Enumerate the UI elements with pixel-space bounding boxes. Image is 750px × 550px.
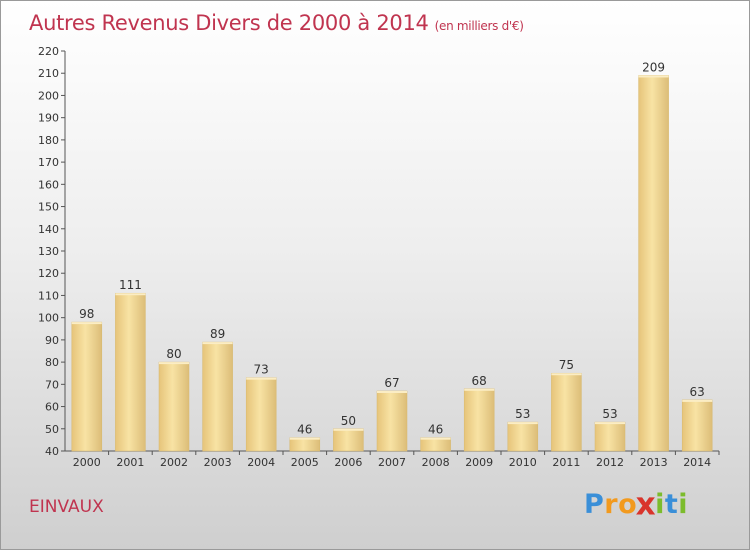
data-label-2002: 80 <box>166 347 181 361</box>
x-tick-label: 2013 <box>640 456 668 469</box>
data-label-2006: 50 <box>341 414 356 428</box>
logo-letter: i <box>678 489 689 520</box>
location-label: EINVAUX <box>29 497 104 517</box>
y-tick-label: 150 <box>38 201 59 214</box>
chart-subtitle: (en milliers d'€) <box>434 19 524 33</box>
y-tick-label: 70 <box>45 378 59 391</box>
bar-2012 <box>594 421 626 452</box>
y-tick-label: 210 <box>38 67 59 80</box>
y-tick-label: 220 <box>38 45 59 58</box>
data-label-2000: 98 <box>79 307 94 321</box>
data-label-2011: 75 <box>559 358 574 372</box>
x-tick-label: 2008 <box>422 456 450 469</box>
bar-top-highlight <box>246 377 277 380</box>
y-tick-label: 170 <box>38 156 59 169</box>
logo-letter: x <box>635 486 657 523</box>
data-label-2012: 53 <box>602 407 617 421</box>
data-labels-group: 98 111 80 89 73 46 50 67 46 68 53 75 53 209 63 <box>79 60 705 436</box>
y-tick-label: 180 <box>38 134 59 147</box>
x-tick-label: 2003 <box>204 456 232 469</box>
bar-2003 <box>202 341 233 452</box>
bar-top-highlight <box>682 399 713 402</box>
x-tick-label: 2014 <box>683 456 711 469</box>
bar-top-highlight <box>595 422 625 425</box>
x-tick-label: 2011 <box>552 456 580 469</box>
bar-top-highlight <box>377 391 407 393</box>
bar-top-highlight <box>289 437 320 440</box>
y-tick-label: 60 <box>45 401 59 414</box>
bar-top-highlight <box>551 373 582 376</box>
x-tick-label: 2004 <box>247 456 275 469</box>
bar-top-highlight <box>159 362 189 365</box>
logo-letter: t <box>664 489 679 520</box>
data-label-2003: 89 <box>210 327 225 341</box>
logo-letter: r <box>604 489 619 520</box>
bar-2007 <box>376 390 408 452</box>
x-tick-label: 2000 <box>73 456 101 469</box>
bar-top-highlight <box>638 75 669 78</box>
data-label-2005: 46 <box>297 423 312 437</box>
y-tick-label: 50 <box>45 423 59 436</box>
x-tick-label: 2002 <box>160 456 188 469</box>
data-label-2009: 68 <box>472 374 487 388</box>
y-tick-label: 80 <box>45 356 59 369</box>
y-tick-label: 40 <box>45 445 59 458</box>
logo-letter: o <box>618 489 638 520</box>
data-label-2010: 53 <box>515 407 530 421</box>
data-label-2014: 63 <box>690 385 705 399</box>
logo-letter: i <box>655 489 665 520</box>
bar-top-highlight <box>115 293 146 296</box>
y-axis: 40 50 60 70 80 90 100 110 120 130 140 150 160 170 180 1… <box>38 45 66 458</box>
bar-top-highlight <box>420 437 451 440</box>
bar-2013 <box>638 75 669 452</box>
bar-2000 <box>71 321 103 452</box>
bar-2004 <box>245 377 277 452</box>
bar-top-highlight <box>464 388 495 391</box>
chart-title-text: Autres Revenus Divers de 2000 à 2014 <box>29 11 429 35</box>
x-tick-label: 2007 <box>378 456 406 469</box>
bar-top-highlight <box>333 428 364 431</box>
y-tick-label: 140 <box>38 223 59 236</box>
y-tick-label: 130 <box>38 245 59 258</box>
x-tick-label: 2006 <box>334 456 362 469</box>
y-tick-label: 100 <box>38 312 59 325</box>
x-tick-label: 2005 <box>291 456 319 469</box>
y-tick-label: 120 <box>38 267 59 280</box>
data-label-2001: 111 <box>119 278 142 292</box>
bar-top-highlight <box>507 422 538 425</box>
bar-2006 <box>333 428 364 452</box>
bar-2010 <box>507 421 539 452</box>
x-tick-label: 2001 <box>116 456 144 469</box>
logo-letter: P <box>584 489 605 520</box>
x-tick-label: 2010 <box>509 456 537 469</box>
proxiti-logo[interactable]: Proxiti <box>584 486 689 523</box>
bar-top-highlight <box>202 342 233 345</box>
data-label-2004: 73 <box>254 363 269 377</box>
y-tick-label: 90 <box>45 334 59 347</box>
bar-2002 <box>158 361 190 452</box>
y-tick-label: 160 <box>38 178 59 191</box>
y-tick-label: 200 <box>38 89 59 102</box>
data-label-2007: 67 <box>384 376 399 390</box>
x-tick-label: 2009 <box>465 456 493 469</box>
x-tick-label: 2012 <box>596 456 624 469</box>
chart-title: Autres Revenus Divers de 2000 à 2014 (en … <box>29 11 524 35</box>
y-tick-label: 110 <box>38 289 59 302</box>
bar-2014 <box>681 399 713 452</box>
bar-2009 <box>463 388 495 452</box>
data-label-2013: 209 <box>642 60 665 74</box>
x-axis: 2000 2001 2002 2003 2004 2005 2006 2007 2008 2009… <box>65 450 720 469</box>
bar-2011 <box>551 372 582 452</box>
bar-2001 <box>115 292 146 452</box>
y-tick-label: 190 <box>38 112 59 125</box>
bars-group <box>71 75 713 452</box>
bar-top-highlight <box>71 322 102 325</box>
data-label-2008: 46 <box>428 423 443 437</box>
